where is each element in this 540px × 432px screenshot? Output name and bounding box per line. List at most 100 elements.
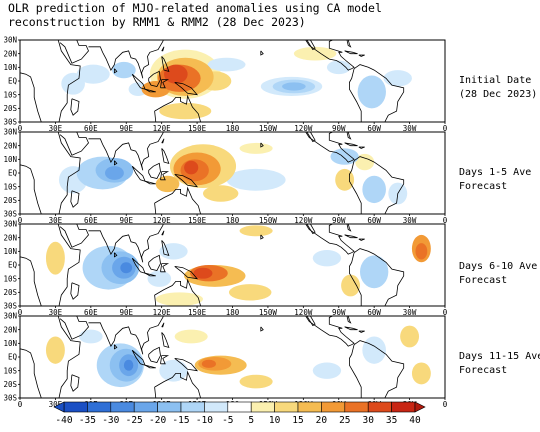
lon-tick-label: 60W bbox=[367, 124, 381, 133]
colorbar-label: -5 bbox=[222, 415, 233, 426]
anomaly-blob bbox=[193, 267, 213, 279]
lon-tick-label: 90W bbox=[332, 124, 346, 133]
anomaly-blob bbox=[360, 255, 389, 289]
lon-tick-label: 0 bbox=[18, 308, 23, 317]
lon-tick-label: 0 bbox=[18, 124, 23, 133]
lon-tick-label: 30W bbox=[403, 216, 417, 225]
colorbar-label: 5 bbox=[248, 415, 254, 426]
lat-tick-label: 20N bbox=[3, 325, 17, 334]
anomaly-blob bbox=[155, 292, 203, 306]
coastline bbox=[70, 190, 80, 208]
lat-tick-label: 20S bbox=[3, 288, 17, 297]
coastline bbox=[148, 162, 161, 179]
lat-tick-label: 30S bbox=[3, 210, 17, 219]
colorbar-swatch bbox=[344, 401, 369, 413]
lat-tick-label: EQ bbox=[8, 353, 18, 362]
anomaly-blob bbox=[335, 168, 355, 191]
coastline bbox=[20, 132, 81, 214]
coastline bbox=[349, 64, 405, 122]
panel-label-line: Days 11-15 Ave bbox=[459, 351, 540, 362]
coastline bbox=[160, 263, 170, 273]
lat-tick-label: EQ bbox=[8, 261, 18, 270]
coastline bbox=[154, 94, 202, 122]
lon-tick-label: 60E bbox=[84, 124, 98, 133]
lon-tick-label: 60E bbox=[84, 216, 98, 225]
coastline bbox=[20, 316, 81, 398]
colorbar-swatch bbox=[391, 401, 416, 413]
colorbar-label: 20 bbox=[316, 415, 328, 426]
lon-tick-label: 30E bbox=[49, 308, 63, 317]
lon-tick-label: 30E bbox=[49, 216, 63, 225]
lat-tick-label: 10S bbox=[3, 182, 17, 191]
coastline bbox=[161, 56, 170, 72]
colorbar-swatch bbox=[204, 401, 229, 413]
anomaly-blob bbox=[362, 175, 386, 204]
lon-tick-label: 150E bbox=[188, 216, 207, 225]
coastline bbox=[306, 224, 316, 235]
coastline bbox=[20, 40, 81, 122]
lon-tick-label: 60W bbox=[367, 216, 381, 225]
colorbar-label: 25 bbox=[339, 415, 350, 426]
lon-tick-label: 0 bbox=[443, 308, 448, 317]
lat-tick-label: 10S bbox=[3, 366, 17, 375]
anomaly-blob bbox=[400, 325, 420, 348]
coastline bbox=[88, 224, 164, 263]
coastline bbox=[260, 234, 264, 240]
colorbar-label: -35 bbox=[79, 415, 96, 426]
lat-tick-label: 20S bbox=[3, 104, 17, 113]
coastline bbox=[144, 364, 156, 369]
map-panel-4: 30N20N10NEQ10S20S30S030E60E90E120E150E18… bbox=[3, 312, 447, 409]
lon-tick-label: 120W bbox=[294, 216, 313, 225]
lon-tick-label: 0 bbox=[18, 216, 23, 225]
lon-tick-label: 30W bbox=[403, 308, 417, 317]
coastline bbox=[88, 40, 164, 79]
coastline bbox=[346, 316, 352, 324]
coastline bbox=[174, 358, 199, 372]
lon-tick-label: 90W bbox=[332, 216, 346, 225]
colorbar-label: 35 bbox=[386, 415, 397, 426]
panel-label-line: Initial Date bbox=[459, 75, 532, 86]
anomaly-blob bbox=[383, 70, 412, 87]
lon-tick-label: 0 bbox=[18, 400, 23, 409]
anomaly-blob bbox=[159, 102, 212, 120]
lat-tick-label: 10S bbox=[3, 274, 17, 283]
panel-label-days-1-5: Days 1-5 Ave Forecast bbox=[459, 166, 531, 194]
lon-tick-label: 120W bbox=[294, 124, 313, 133]
coastline bbox=[148, 70, 161, 87]
colorbar-swatch bbox=[297, 401, 322, 413]
anomaly-blob bbox=[45, 241, 65, 275]
coastline bbox=[346, 40, 352, 48]
colorbar-label: 30 bbox=[362, 415, 374, 426]
panel-label-line: Days 1-5 Ave bbox=[459, 167, 532, 178]
colorbar-label: -10 bbox=[196, 415, 213, 426]
colorbar-label: 40 bbox=[409, 415, 421, 426]
lat-tick-label: 30N bbox=[3, 36, 17, 45]
lon-tick-label: 150E bbox=[188, 124, 207, 133]
lon-tick-label: 150E bbox=[188, 308, 207, 317]
anomaly-blob bbox=[164, 64, 188, 84]
anomaly-blob bbox=[228, 284, 272, 301]
colorbar-label: -25 bbox=[126, 415, 143, 426]
coastline bbox=[160, 79, 170, 89]
colorbar-swatch bbox=[87, 401, 112, 413]
anomaly-blob bbox=[362, 336, 386, 364]
anomaly-blob bbox=[293, 46, 337, 61]
coastline bbox=[160, 355, 170, 365]
lon-tick-label: 90E bbox=[119, 216, 133, 225]
colorbar-swatch bbox=[321, 401, 346, 413]
anomaly-blob bbox=[123, 359, 134, 371]
anomaly-blob bbox=[112, 61, 136, 79]
lat-tick-label: 20N bbox=[3, 141, 17, 150]
colorbar-swatch bbox=[180, 401, 205, 413]
coastline bbox=[174, 127, 180, 131]
lon-tick-label: 90E bbox=[119, 308, 133, 317]
panel-label-line: Forecast bbox=[459, 365, 508, 376]
coastline bbox=[344, 50, 358, 55]
anomaly-blob bbox=[79, 329, 103, 344]
anomaly-blob bbox=[120, 262, 133, 274]
lon-tick-label: 120W bbox=[294, 308, 313, 317]
lat-tick-label: 10N bbox=[3, 155, 17, 164]
lon-tick-label: 180 bbox=[226, 308, 240, 317]
